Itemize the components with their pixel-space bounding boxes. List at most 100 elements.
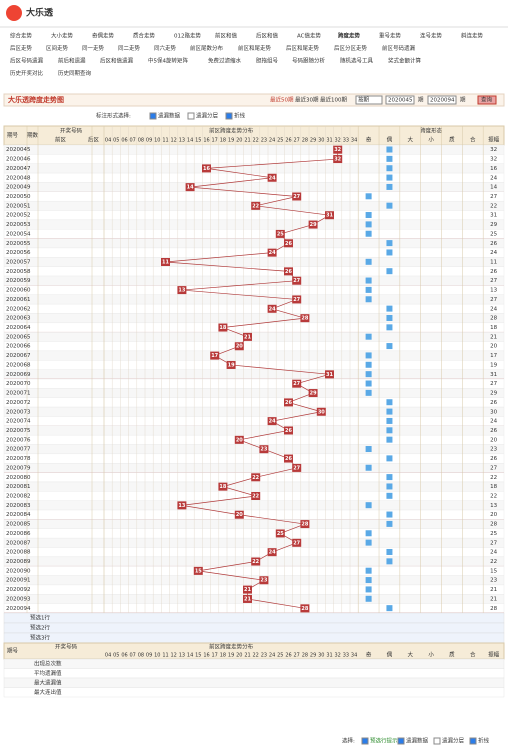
nav-link[interactable]: 后区和值遗漏 xyxy=(100,57,134,65)
from-input[interactable] xyxy=(385,95,415,105)
nav-link[interactable]: 免费过滤缩水 xyxy=(208,57,242,65)
column-label: 24 xyxy=(269,653,275,659)
footer-option[interactable]: 遗漏数据 xyxy=(406,737,429,745)
shape-marker xyxy=(386,520,393,527)
span-value: 24 xyxy=(490,175,497,181)
nav-link[interactable]: 大小走势 xyxy=(51,32,74,40)
summary-row xyxy=(3,658,505,669)
nav-link[interactable]: 同二走势 xyxy=(118,44,141,52)
span-box xyxy=(251,473,261,482)
nav-link[interactable]: 前区和尾走势 xyxy=(238,44,272,52)
nav-link[interactable]: 奖式金额计算 xyxy=(388,57,422,65)
checkbox[interactable] xyxy=(469,737,477,745)
span-box xyxy=(251,201,261,210)
span-value: 28 xyxy=(490,522,497,528)
issue: 2020087 xyxy=(6,540,31,546)
column-label: 25 xyxy=(277,653,283,659)
span-box-text: 32 xyxy=(334,147,341,153)
nav-link[interactable]: 前区尾数分布 xyxy=(190,44,224,52)
checkbox[interactable] xyxy=(361,737,369,745)
nav-link[interactable]: 胆拖组号 xyxy=(256,57,279,65)
nav-link[interactable]: 前区和值 xyxy=(215,32,238,40)
nav-link[interactable]: 前区号码遗漏 xyxy=(382,44,416,52)
nav-link[interactable]: 重号走势 xyxy=(379,32,402,40)
column-label: 29 xyxy=(310,138,316,144)
row-bg xyxy=(3,406,505,417)
footer-option[interactable]: 预选行提示 xyxy=(370,737,398,745)
span-box xyxy=(316,407,326,416)
to-input[interactable] xyxy=(427,95,457,105)
span-box xyxy=(202,164,211,173)
span-value: 31 xyxy=(490,372,497,378)
checkbox[interactable] xyxy=(397,737,405,745)
nav-link[interactable]: 前后和遗漏 xyxy=(58,57,86,65)
shape-marker xyxy=(386,511,393,518)
recent-link[interactable]: 最近100期 xyxy=(320,96,347,104)
nav-link[interactable]: 区间走势 xyxy=(46,44,69,52)
row-bg xyxy=(3,303,505,314)
checkbox[interactable] xyxy=(433,737,441,745)
nav-link[interactable]: 质合走势 xyxy=(133,32,156,40)
column-label: 10 xyxy=(154,138,160,144)
nav-link[interactable]: 后区和尾走势 xyxy=(286,44,320,52)
span-box-text: 26 xyxy=(285,241,292,247)
query-text[interactable]: 查询 xyxy=(481,96,493,104)
span-box xyxy=(325,370,334,379)
shape-marker xyxy=(365,361,372,368)
nav-link[interactable]: 斜连走势 xyxy=(461,32,484,40)
span-value: 18 xyxy=(490,484,497,490)
nav-link[interactable]: 中5保4旋转矩阵 xyxy=(148,57,188,65)
nav-link[interactable]: 随机选号工具 xyxy=(340,57,374,65)
option-text[interactable]: 折线 xyxy=(234,112,246,120)
issue: 2020079 xyxy=(6,465,31,471)
issue: 2020086 xyxy=(6,531,31,537)
checkbox[interactable] xyxy=(225,112,233,120)
summary-row xyxy=(3,668,505,679)
checkbox[interactable] xyxy=(187,112,195,120)
span-box xyxy=(243,332,252,341)
option-text[interactable]: 遗漏分层 xyxy=(196,112,219,120)
th: 前区跨度走势分布 xyxy=(209,127,254,135)
th: 开奖号码 xyxy=(60,127,83,135)
column-label: 31 xyxy=(326,653,332,659)
nav-link[interactable]: 后区号码遗漏 xyxy=(10,57,44,65)
footer-option[interactable]: 折线 xyxy=(478,737,490,745)
nav-link[interactable]: 跨度走势 xyxy=(338,32,361,40)
nav-link[interactable]: 同一走势 xyxy=(82,44,105,52)
nav-link[interactable]: 号码跟随分析 xyxy=(292,57,326,65)
row-bg xyxy=(3,172,505,183)
options-label: 标注形式选择: xyxy=(96,112,131,120)
th: 后区 xyxy=(88,136,100,144)
query-btn[interactable] xyxy=(477,95,497,105)
nav-link[interactable]: 连号走势 xyxy=(420,32,443,40)
span-box-text: 29 xyxy=(310,222,317,228)
nav-link[interactable]: 奇偶走势 xyxy=(92,32,115,40)
checkbox[interactable] xyxy=(149,112,157,120)
shape-marker xyxy=(365,221,372,228)
shape-marker xyxy=(386,492,393,499)
shape-label: 偶 xyxy=(387,651,393,659)
span-value: 16 xyxy=(490,166,497,172)
footer-option[interactable]: 遗漏分层 xyxy=(442,737,465,745)
nav-link[interactable]: 后区走势 xyxy=(10,44,33,52)
nav-link[interactable]: 012路走势 xyxy=(174,32,201,40)
nav-link[interactable]: 同六走势 xyxy=(154,44,177,52)
span-value: 31 xyxy=(490,213,497,219)
column-label: 18 xyxy=(220,138,226,144)
nav-link[interactable]: 后区分区走势 xyxy=(334,44,368,52)
nav-link[interactable]: 综合走势 xyxy=(10,32,33,40)
mode-select[interactable] xyxy=(355,95,383,105)
column-label: 27 xyxy=(294,138,300,144)
from-text: 2020045 xyxy=(388,98,413,104)
preselect-label: 预选3行 xyxy=(30,634,50,642)
issue: 2020069 xyxy=(6,372,31,378)
issue: 2020066 xyxy=(6,344,31,350)
nav-link[interactable]: 历史开奖对比 xyxy=(10,69,44,77)
recent-link[interactable]: 最近30期 xyxy=(295,96,319,104)
nav-link[interactable]: 历史同期查询 xyxy=(58,69,92,77)
row-bg xyxy=(3,528,505,539)
option-text[interactable]: 遗漏数据 xyxy=(158,112,181,120)
nav-link[interactable]: AC值走势 xyxy=(297,32,322,40)
nav-link[interactable]: 后区和值 xyxy=(256,32,279,40)
recent-link[interactable]: 最近50期 xyxy=(270,96,294,104)
